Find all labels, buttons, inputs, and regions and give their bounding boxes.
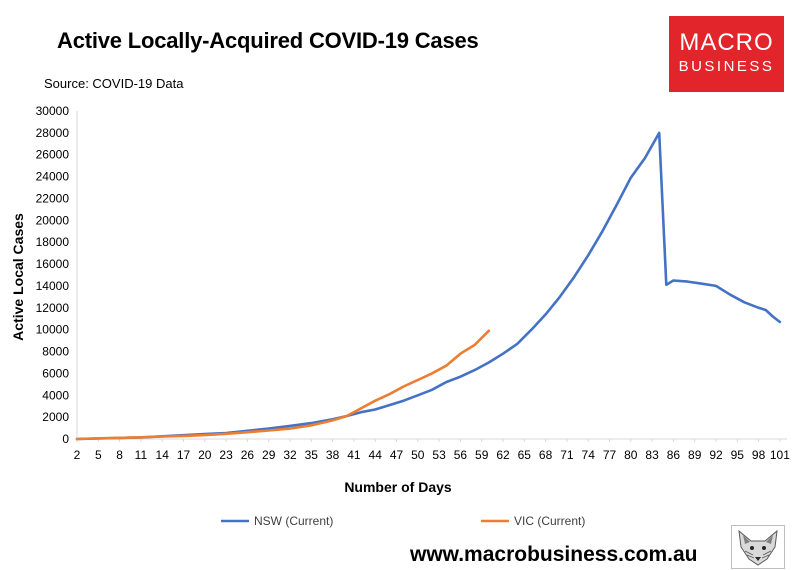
y-tick-label: 4000 [42, 388, 69, 402]
y-tick-label: 12000 [36, 301, 70, 315]
x-tick-label: 29 [262, 448, 276, 462]
x-tick-label: 38 [326, 448, 340, 462]
x-tick-label: 95 [731, 448, 745, 462]
chart-title: Active Locally-Acquired COVID-19 Cases [57, 28, 479, 53]
x-tick-label: 47 [390, 448, 404, 462]
legend-label: NSW (Current) [254, 514, 333, 528]
x-tick-label: 50 [411, 448, 425, 462]
x-tick-label: 8 [116, 448, 123, 462]
x-tick-label: 59 [475, 448, 489, 462]
x-tick-label: 101 [770, 448, 790, 462]
x-tick-label: 5 [95, 448, 102, 462]
x-tick-label: 62 [496, 448, 510, 462]
x-tick-label: 68 [539, 448, 553, 462]
y-tick-label: 30000 [36, 104, 70, 118]
x-tick-label: 92 [709, 448, 723, 462]
y-tick-label: 6000 [42, 366, 69, 380]
x-tick-label: 71 [560, 448, 574, 462]
x-tick-label: 41 [347, 448, 361, 462]
x-tick-label: 32 [283, 448, 297, 462]
y-tick-label: 10000 [36, 323, 70, 337]
x-tick-label: 53 [432, 448, 446, 462]
x-tick-label: 23 [219, 448, 233, 462]
x-tick-label: 11 [135, 448, 148, 462]
series-line-vic [75, 329, 491, 441]
x-tick-label: 26 [241, 448, 255, 462]
y-tick-label: 28000 [36, 126, 70, 140]
x-tick-label: 86 [667, 448, 681, 462]
x-axis-title: Number of Days [344, 479, 452, 495]
logo-line-2: BUSINESS [678, 58, 775, 75]
x-tick-label: 44 [369, 448, 383, 462]
x-tick-label: 56 [454, 448, 468, 462]
x-tick-label: 98 [752, 448, 766, 462]
x-tick-label: 83 [645, 448, 659, 462]
legend-label: VIC (Current) [514, 514, 585, 528]
chart-source: Source: COVID-19 Data [44, 76, 184, 91]
y-tick-label: 20000 [36, 213, 70, 227]
footer-url: www.macrobusiness.com.au [410, 543, 698, 566]
y-tick-label: 0 [62, 432, 69, 446]
x-tick-label: 17 [177, 448, 191, 462]
logo-line-1: MACRO [679, 29, 774, 56]
macrobusiness-logo: MACRO BUSINESS [669, 16, 784, 92]
x-tick-label: 14 [156, 448, 170, 462]
y-tick-label: 8000 [42, 345, 69, 359]
y-tick-label: 2000 [42, 410, 69, 424]
x-tick-label: 65 [518, 448, 532, 462]
y-tick-label: 24000 [36, 170, 70, 184]
series-line-nsw [75, 131, 782, 441]
y-tick-label: 14000 [36, 279, 70, 293]
x-tick-label: 80 [624, 448, 638, 462]
x-tick-label: 74 [582, 448, 596, 462]
y-tick-label: 18000 [36, 235, 70, 249]
y-tick-label: 16000 [36, 257, 70, 271]
x-tick-label: 20 [198, 448, 212, 462]
y-tick-label: 26000 [36, 148, 70, 162]
x-tick-label: 35 [305, 448, 319, 462]
y-axis-title: Active Local Cases [10, 213, 26, 341]
y-tick-label: 22000 [36, 191, 70, 205]
fox-logo-icon [731, 525, 785, 569]
x-tick-label: 77 [603, 448, 617, 462]
x-tick-label: 2 [74, 448, 81, 462]
x-tick-label: 89 [688, 448, 702, 462]
